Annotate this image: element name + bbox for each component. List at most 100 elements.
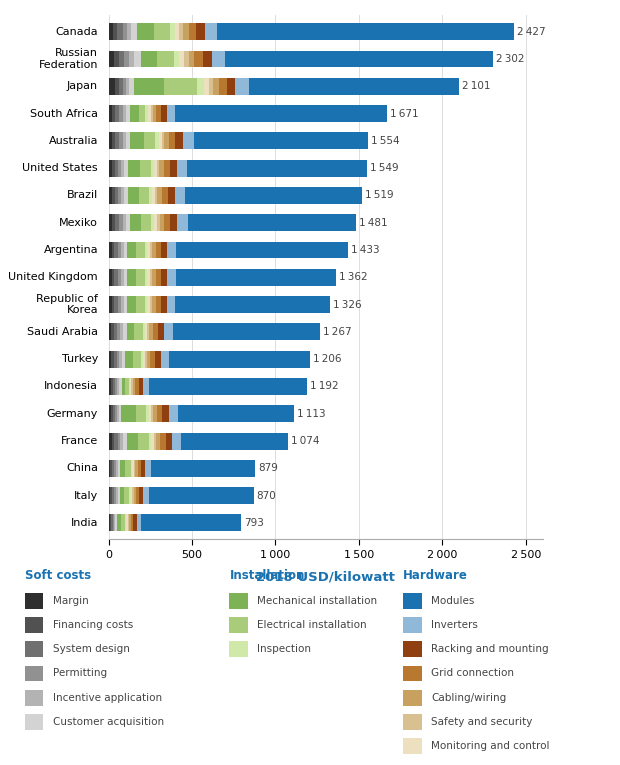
Bar [120,460,125,477]
Bar [161,269,167,286]
Bar [162,132,164,149]
Bar [126,105,130,122]
Bar [123,324,126,340]
Text: 879: 879 [259,464,278,474]
Bar [118,296,120,313]
Bar [126,324,135,340]
Bar [153,324,158,340]
Bar [179,50,185,67]
Bar [164,160,170,177]
Bar [135,460,138,477]
Bar [121,405,136,422]
Bar [153,187,155,204]
Bar [110,515,111,532]
FancyBboxPatch shape [229,617,248,633]
Bar [143,487,149,504]
Bar [117,350,119,368]
Bar [119,350,122,368]
Bar [130,50,135,67]
FancyBboxPatch shape [229,641,248,657]
Bar [112,487,114,504]
Bar [113,350,117,368]
Bar [164,214,171,231]
Bar [154,214,157,231]
Bar [108,105,112,122]
Bar [130,378,131,395]
Bar [108,324,111,340]
Text: Modules: Modules [431,596,474,606]
Text: 870: 870 [257,490,277,500]
Bar [108,132,112,149]
Bar [126,214,130,231]
Bar [108,405,111,422]
Bar [135,378,138,395]
Bar [150,296,153,313]
Bar [130,214,141,231]
Bar [249,78,459,95]
Bar [184,23,188,40]
Bar [160,214,164,231]
Text: Safety and security: Safety and security [431,717,533,727]
Bar [120,324,123,340]
Bar [121,160,124,177]
Bar [123,132,126,149]
Bar [131,23,137,40]
Bar [132,460,133,477]
Bar [151,350,155,368]
Bar [113,50,118,67]
Bar [160,433,166,450]
Text: 793: 793 [244,518,264,528]
Text: Monitoring and control: Monitoring and control [431,741,549,751]
Bar [144,132,155,149]
Bar [112,269,114,286]
Bar [114,296,118,313]
FancyBboxPatch shape [25,617,43,633]
FancyBboxPatch shape [403,593,422,609]
Bar [159,160,164,177]
Bar [123,78,126,95]
Bar [112,433,114,450]
Bar [156,242,161,259]
Bar [122,350,125,368]
Bar [153,405,157,422]
Bar [121,187,124,204]
Bar [110,487,112,504]
Bar [145,296,148,313]
Bar [116,487,118,504]
Bar [154,23,170,40]
Bar [128,378,130,395]
Bar [113,405,115,422]
Bar [115,78,118,95]
Bar [111,405,113,422]
Bar [110,378,112,395]
Bar [112,378,115,395]
Bar [118,78,123,95]
Bar [111,324,114,340]
Text: 1 074: 1 074 [291,436,319,446]
Bar [130,78,133,95]
Bar [169,132,175,149]
Bar [108,296,112,313]
Bar [124,160,128,177]
Bar [127,269,136,286]
Bar [136,296,145,313]
Bar [114,487,116,504]
Bar [112,242,114,259]
Bar [108,269,112,286]
Bar [131,515,133,532]
Bar [126,132,130,149]
Bar [174,50,179,67]
Bar [115,105,119,122]
Bar [121,515,125,532]
Bar [164,324,172,340]
Bar [117,405,118,422]
Text: 1 481: 1 481 [359,218,388,228]
Text: 1 192: 1 192 [311,382,339,392]
Bar [133,350,141,368]
Bar [148,242,150,259]
Text: 1 671: 1 671 [391,109,419,119]
Bar [157,214,160,231]
Bar [117,324,120,340]
Bar [185,50,188,67]
Bar [136,515,141,532]
